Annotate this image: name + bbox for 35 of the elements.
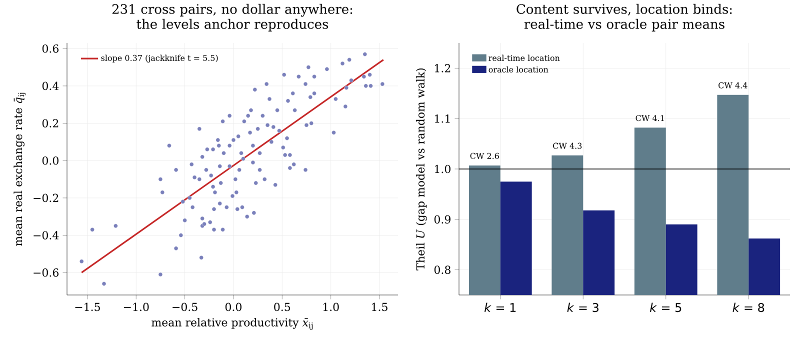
chart-title: Content survives, location binds: real-time vs oracle pair means — [516, 4, 732, 32]
legend-label: real-time location — [488, 54, 560, 61]
y-tick-label: 0.2 — [42, 119, 58, 128]
x-tick-label: −1.0 — [124, 302, 149, 312]
x-tick-label: −1.5 — [75, 302, 100, 312]
x-tick-label: k = 1 — [484, 302, 516, 312]
y-tick-label: 0.9 — [434, 215, 450, 224]
x-tick-label: k = 3 — [567, 302, 598, 312]
x-tick-label: k = 5 — [650, 302, 682, 312]
y-tick-label: 1.1 — [435, 114, 450, 123]
y-tick-label: 0.4 — [42, 82, 59, 90]
x-tick-label: 1.0 — [323, 302, 339, 312]
data-label: CW 4.1 — [636, 115, 664, 122]
data-label: CW 4.3 — [553, 142, 582, 149]
x-tick-label: −0.5 — [172, 302, 198, 312]
x-tick-label: k = 8 — [732, 302, 764, 312]
y-tick-label: −0.6 — [34, 268, 59, 277]
y-tick-label: 1.2 — [435, 64, 450, 72]
y-axis-title: mean real exchange rate q̄$_{ij}$ — [14, 92, 26, 246]
y-tick-label: 0.0 — [42, 156, 58, 165]
legend-label: oracle location — [488, 66, 548, 73]
legend-label: slope 0.37 (jackknife t = 5.5) — [101, 54, 218, 63]
x-tick-label: 1.5 — [372, 302, 388, 312]
y-axis-title: Theil U (gap model vs random walk) — [416, 68, 427, 270]
y-tick-label: −0.2 — [34, 194, 58, 202]
y-tick-label: 0.8 — [434, 266, 450, 274]
data-label: CW 4.4 — [718, 82, 748, 88]
y-tick-label: 0.6 — [42, 44, 59, 53]
data-label: CW 2.6 — [470, 152, 499, 159]
chart-title: 231 cross pairs, no dollar anywhere: the levels anchor reproduces — [112, 4, 352, 32]
x-tick-label: 0.0 — [225, 302, 242, 312]
x-axis-title: mean relative productivity x̄$_{ij}$ — [152, 318, 313, 330]
y-tick-label: 1.0 — [435, 164, 450, 174]
y-tick-label: −0.4 — [34, 231, 59, 240]
x-tick-label: 0.5 — [274, 302, 290, 312]
